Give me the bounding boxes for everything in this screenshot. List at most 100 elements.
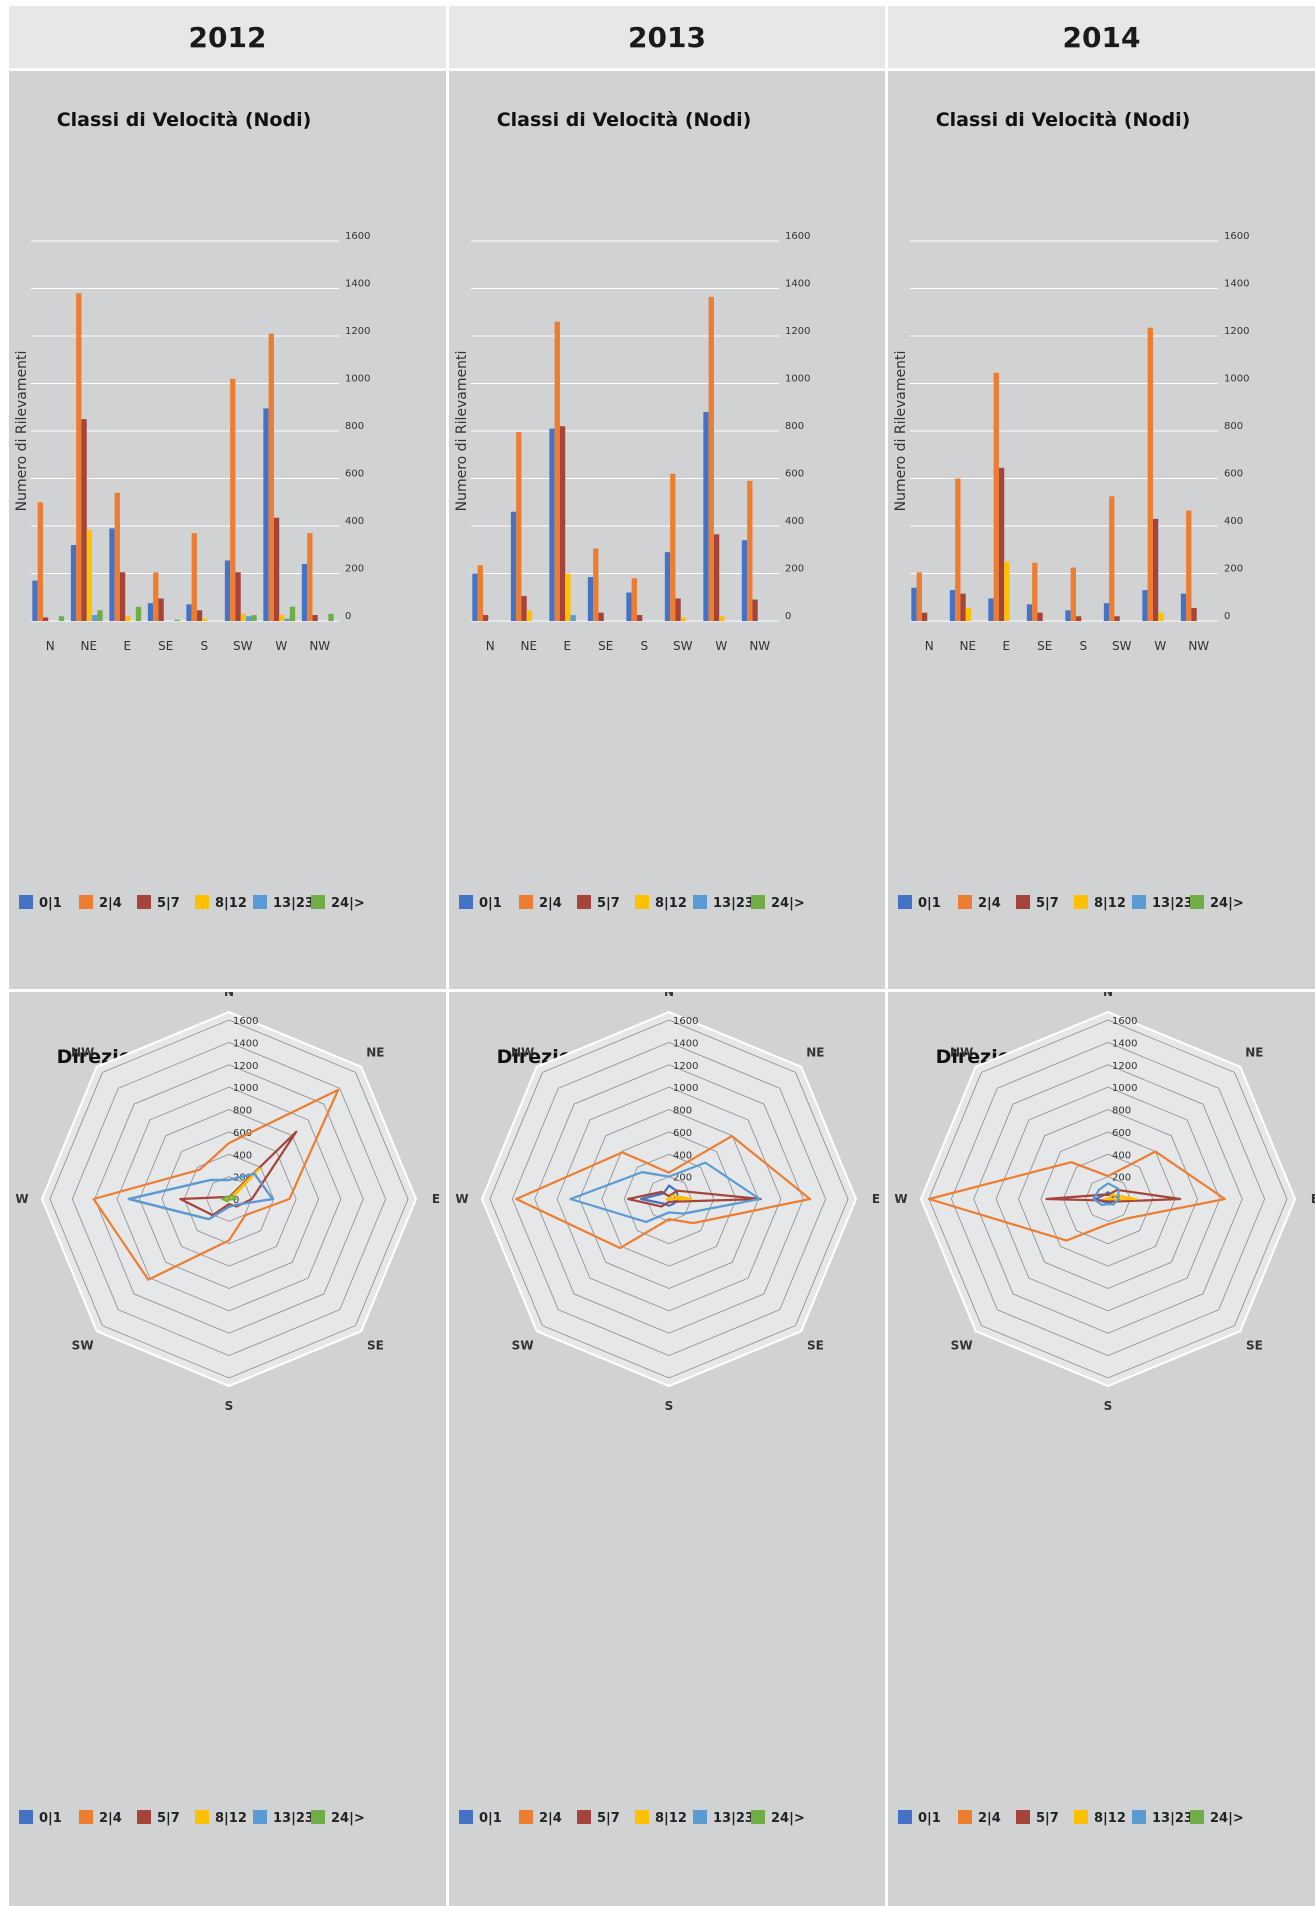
legend-swatch-5-7 — [577, 895, 591, 909]
bar-s-2-4 — [631, 578, 637, 621]
radar-tick-label: 1000 — [1112, 1083, 1137, 1094]
bar-s-5-7 — [636, 615, 643, 621]
radar-grid-ring — [49, 1019, 409, 1379]
radar-axis-label: SE — [1246, 1338, 1263, 1352]
bar-se-5-7 — [158, 598, 164, 621]
bar-se-0-1 — [1026, 604, 1033, 621]
legend: 0|1 2|4 5|7 8|12 13|23 24|> — [459, 1810, 805, 1826]
radar-axis-label: N — [664, 992, 674, 999]
legend-label: 0|1 — [918, 896, 941, 911]
bar-e-5-7 — [998, 467, 1005, 621]
x-tick-label: NE — [80, 639, 97, 653]
legend-swatch-2-4 — [79, 1810, 93, 1824]
legend-swatch-2-4 — [958, 1810, 972, 1824]
bar-sw-24 — [251, 615, 257, 621]
legend-swatch-2-4 — [958, 895, 972, 909]
radar-tick-label: 800 — [1112, 1106, 1131, 1117]
legend-swatch-8-12 — [635, 895, 649, 909]
legend-swatch-0-1 — [19, 895, 33, 909]
y-tick-label: 600 — [1224, 469, 1243, 480]
radar-grid-ring — [973, 1064, 1243, 1334]
bar-n-5-7 — [42, 617, 49, 621]
bar-e-5-7 — [559, 426, 566, 621]
legend-label: 0|1 — [39, 896, 62, 911]
bar-w-2-4 — [1147, 327, 1153, 621]
bar-ne-2-4 — [955, 478, 961, 621]
legend-label: 5|7 — [1036, 1811, 1059, 1826]
bar-e-0-1 — [988, 598, 994, 621]
legend: 0|1 2|4 5|7 8|12 13|23 24|> — [19, 1810, 365, 1826]
radar-grid-ring — [94, 1064, 364, 1334]
legend-label: 5|7 — [157, 896, 180, 911]
bar-ne-0-1 — [510, 511, 517, 621]
legend-swatch-13-23 — [693, 1810, 707, 1824]
bar-w-13-23 — [284, 618, 290, 621]
radar-axis-label: W — [455, 1192, 468, 1206]
legend-label: 24|> — [331, 896, 365, 911]
radar-chart-2014: Direzione del fenomeno020040060080010001… — [894, 992, 1315, 1826]
legend-label: 13|23 — [273, 1811, 314, 1826]
bar-nw-0-1 — [1180, 593, 1187, 621]
bar-nw-0-1 — [301, 564, 308, 621]
radar-grid-ring — [1085, 1176, 1131, 1222]
x-tick-label: W — [1154, 639, 1166, 653]
radar-tick-label: 1400 — [233, 1038, 258, 1049]
bar-w-5-7 — [713, 534, 720, 621]
radar-series-24 — [221, 1194, 237, 1203]
radar-axis-label: W — [15, 1192, 28, 1206]
bar-se-2-4 — [1032, 562, 1038, 621]
bar-ne-24 — [97, 610, 103, 621]
radar-series-8-12 — [665, 1194, 693, 1202]
x-tick-label: S — [640, 639, 648, 653]
x-tick-label: NW — [749, 639, 770, 653]
radar-series-2-4 — [92, 1088, 340, 1281]
radar-axis-label: N — [1103, 992, 1113, 999]
radar-tick-label: 200 — [233, 1173, 252, 1184]
radar-axis-label: W — [894, 1192, 907, 1206]
bar-nw-5-7 — [1191, 607, 1197, 621]
radar-axis-label: E — [872, 1192, 880, 1206]
bar-w-0-1 — [703, 412, 709, 621]
legend: 0|1 2|4 5|7 8|12 13|23 24|> — [898, 1810, 1244, 1826]
radar-tick-label: 200 — [673, 1173, 692, 1184]
legend-swatch-24 — [311, 895, 325, 909]
x-tick-label: SW — [233, 639, 253, 653]
legend-label: 5|7 — [157, 1811, 180, 1826]
legend-swatch-24 — [1190, 895, 1204, 909]
radar-axis-label: NW — [950, 1046, 973, 1060]
legend-swatch-5-7 — [1016, 895, 1030, 909]
bar-s-0-1 — [1065, 610, 1071, 621]
bar-ne-8-12 — [526, 610, 533, 621]
bar-ne-5-7 — [960, 593, 966, 621]
legend-label: 13|23 — [713, 896, 754, 911]
legend-swatch-0-1 — [898, 1810, 912, 1824]
bar-se-5-7 — [1037, 612, 1043, 621]
radar-series-5-7 — [179, 1130, 298, 1217]
radar-axis-label: SE — [367, 1338, 384, 1352]
radar-grid-ring — [116, 1086, 342, 1312]
legend-label: 2|4 — [978, 1811, 1001, 1826]
legend-swatch-13-23 — [1132, 895, 1146, 909]
legend: 0|1 2|4 5|7 8|12 13|23 24|> — [19, 895, 365, 911]
legend-swatch-5-7 — [137, 895, 151, 909]
x-tick-label: SW — [673, 639, 693, 653]
legend-label: 2|4 — [978, 896, 1001, 911]
bar-nw-5-7 — [312, 615, 318, 621]
bar-n-2-4 — [37, 502, 43, 621]
legend-label: 24|> — [771, 896, 805, 911]
bar-sw-5-7 — [1114, 616, 1120, 621]
bar-e-5-7 — [119, 572, 126, 621]
radar-axis-label: NE — [366, 1046, 384, 1060]
x-tick-label: W — [715, 639, 727, 653]
radar-tick-label: 1600 — [233, 1016, 258, 1027]
legend-label: 13|23 — [713, 1811, 754, 1826]
chart-title: Classi di Velocità (Nodi) — [497, 109, 752, 131]
chart-title: Classi di Velocità (Nodi) — [936, 109, 1191, 131]
bar-e-0-1 — [549, 428, 555, 621]
radar-axis-label: S — [1104, 1399, 1113, 1413]
legend-swatch-24 — [311, 1810, 325, 1824]
y-tick-label: 0 — [1224, 611, 1230, 622]
radar-tick-label: 1600 — [1112, 1016, 1137, 1027]
bar-ne-5-7 — [81, 419, 87, 621]
bar-nw-0-1 — [741, 540, 748, 621]
